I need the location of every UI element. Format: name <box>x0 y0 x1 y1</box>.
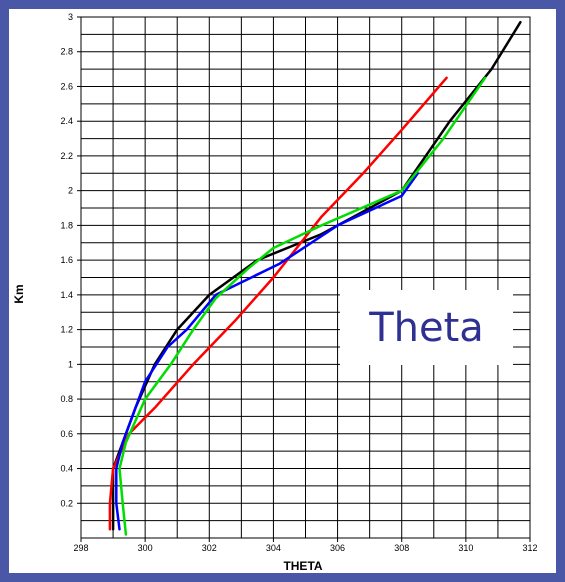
x-tick-label: 304 <box>266 543 281 553</box>
y-tick-label: 2.8 <box>60 47 73 57</box>
y-tick-label: 0.8 <box>60 394 73 404</box>
y-tick-label: 3 <box>68 12 73 22</box>
y-tick-label: 0.4 <box>60 464 73 474</box>
tick-labels: 298 300 302 304 306 308 310 312 0.2 0.4 0.6 0.8 1 1.2… <box>60 12 537 553</box>
y-tick-label: 1.8 <box>60 220 73 230</box>
y-tick-label: 0.2 <box>60 498 73 508</box>
grid-lines <box>81 17 530 538</box>
series-line-3 <box>115 172 420 531</box>
y-tick-label: 0.6 <box>60 429 73 439</box>
x-tick-label: 308 <box>394 543 409 553</box>
data-series <box>108 20 522 536</box>
x-tick-label: 302 <box>202 543 217 553</box>
y-axis-title: Km <box>12 284 26 303</box>
x-tick-label: 310 <box>458 543 473 553</box>
x-tick-label: 300 <box>138 543 153 553</box>
series-line-2 <box>108 76 448 531</box>
series-line-4 <box>118 76 487 536</box>
x-tick-label: 312 <box>522 543 537 553</box>
y-tick-label: 1.6 <box>60 255 73 265</box>
theta-label-box: Theta <box>340 290 513 365</box>
y-tick-label: 2.6 <box>60 81 73 91</box>
x-axis-title: THETA <box>283 559 322 573</box>
y-tick-label: 1 <box>68 359 73 369</box>
y-tick-label: 2 <box>68 186 73 196</box>
theta-label: Theta <box>369 304 484 351</box>
y-tick-label: 1.4 <box>60 290 73 300</box>
y-tick-label: 1.2 <box>60 325 73 335</box>
y-tick-label: 2.4 <box>60 116 73 126</box>
y-tick-label: 2.2 <box>60 151 73 161</box>
x-tick-label: 306 <box>330 543 345 553</box>
x-tick-label: 298 <box>73 543 88 553</box>
theta-profile-chart: 298 300 302 304 306 308 310 312 0.2 0.4 0.6 0.8 1 1.2… <box>12 12 538 573</box>
